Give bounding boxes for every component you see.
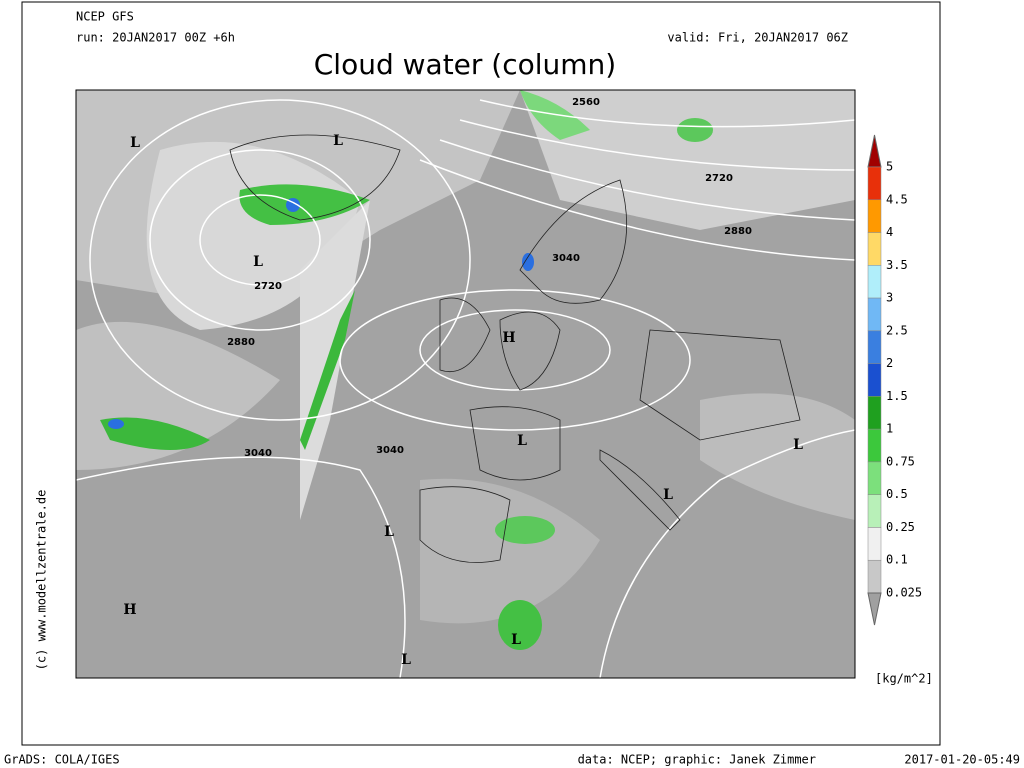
pressure-center: L <box>793 437 803 453</box>
model: NCEP GFS <box>76 10 134 24</box>
pressure-center: H <box>502 330 515 346</box>
colorbar-segment <box>867 428 882 463</box>
colorbar-segment <box>867 166 882 201</box>
contour-label: 3040 <box>552 253 580 264</box>
contour-label: 3040 <box>244 448 272 459</box>
colorbar-segment <box>867 330 882 364</box>
pressure-center: L <box>401 652 411 668</box>
colorbar-segment <box>867 559 882 594</box>
contour-label: 2880 <box>227 337 255 348</box>
colorbar-arrow-bottom <box>867 592 882 626</box>
pressure-center: L <box>253 254 263 270</box>
colorbar-unit: [kg/m^2] <box>875 672 933 686</box>
colorbar-label: 0.025 <box>886 586 922 600</box>
footer-left: GrADS: COLA/IGES <box>4 753 120 767</box>
colorbar-label: 0.75 <box>886 454 915 468</box>
colorbar-label: 4.5 <box>886 192 908 206</box>
pressure-center: L <box>333 133 343 149</box>
pressure-center: L <box>384 524 394 540</box>
colorbar-label: 0.25 <box>886 520 915 534</box>
copyright: (c) www.modellzentrale.de <box>35 490 49 671</box>
colorbar-segment <box>867 199 882 233</box>
colorbar-label: 2.5 <box>886 323 908 337</box>
pressure-center: L <box>517 433 527 449</box>
footer-center: data: NCEP; graphic: Janek Zimmer <box>578 753 816 767</box>
footer-right: 2017-01-20-05:49 <box>904 753 1020 767</box>
pressure-center: L <box>663 487 673 503</box>
colorbar-segment <box>867 396 882 430</box>
pressure-center: L <box>511 632 521 648</box>
colorbar-segment <box>867 527 882 561</box>
colorbar-label: 5 <box>886 160 893 174</box>
colorbar-segment <box>867 232 882 266</box>
colorbar-label: 3.5 <box>886 258 908 272</box>
colorbar: 5 4.5 4 3.5 3 2.5 2 1.5 1 0.75 0.5 0.25 0.1 0.025 <box>867 134 922 626</box>
pressure-center: L <box>130 135 140 151</box>
colorbar-label: 1.5 <box>886 389 908 403</box>
pressure-center: H <box>123 602 136 618</box>
colorbar-label: 2 <box>886 356 893 370</box>
map <box>75 89 856 679</box>
colorbar-label: 0.5 <box>886 487 908 501</box>
valid: valid: Fri, 20JAN2017 06Z <box>667 31 848 45</box>
contour-label: 2720 <box>254 281 282 292</box>
colorbar-segment <box>867 494 882 528</box>
contour-label: 2560 <box>572 97 600 108</box>
contour-label: 2880 <box>724 226 752 237</box>
contour-label: 2720 <box>705 173 733 184</box>
colorbar-label: 3 <box>886 291 893 305</box>
colorbar-label: 1 <box>886 422 893 436</box>
colorbar-label: 4 <box>886 225 893 239</box>
colorbar-segment <box>867 265 882 299</box>
colorbar-segment <box>867 363 882 397</box>
contour-label: 3040 <box>376 445 404 456</box>
run: run: 20JAN2017 00Z +6h <box>76 31 235 45</box>
title: Cloud water (column) <box>314 48 616 81</box>
colorbar-segment <box>867 461 882 495</box>
colorbar-segment <box>867 297 882 332</box>
colorbar-label: 0.1 <box>886 553 908 567</box>
